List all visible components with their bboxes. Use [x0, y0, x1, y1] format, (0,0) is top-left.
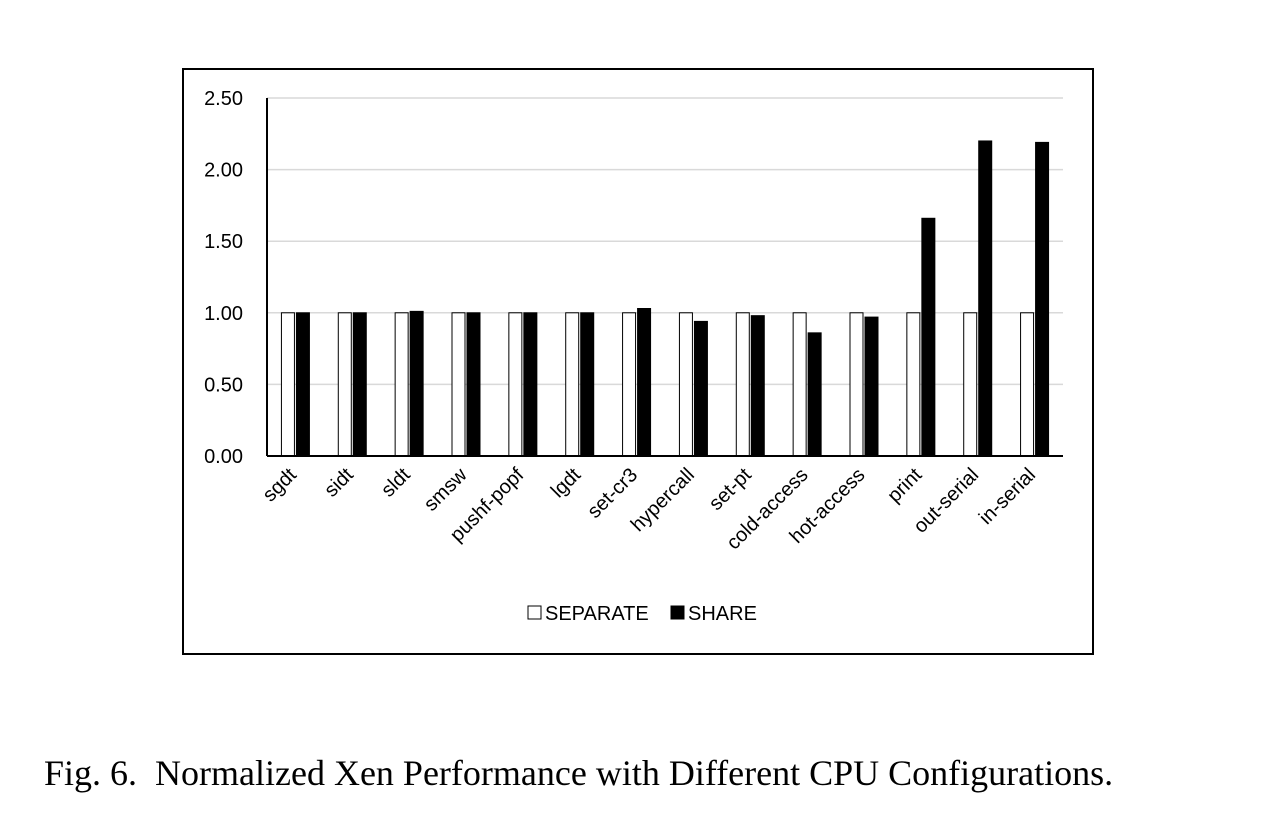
bar-separate [849, 312, 864, 457]
x-tick-label: sgdt [259, 464, 302, 507]
figure-caption: Fig. 6. Normalized Xen Performance with … [44, 752, 1264, 794]
y-tick-label: 1.00 [204, 303, 243, 325]
y-tick-label: 2.00 [204, 160, 243, 182]
bar-separate [792, 312, 807, 457]
legend-item-share-swatch [670, 605, 685, 620]
bar-separate [508, 312, 523, 457]
caption-label: Fig. 6. [44, 753, 138, 793]
gridlines [267, 97, 1063, 386]
bar-share [807, 332, 822, 457]
x-tick-label: lgdt [547, 464, 586, 503]
bar-share [352, 312, 367, 457]
y-tick-label: 2.50 [204, 88, 243, 110]
bar-separate [1020, 312, 1035, 457]
x-tick-label: hypercall [627, 464, 699, 536]
chart-frame [182, 68, 1094, 655]
caption-text: Normalized Xen Performance with Differen… [155, 753, 1114, 793]
bar-share [1035, 141, 1050, 457]
bar-separate [280, 312, 295, 457]
bar-share [637, 308, 652, 457]
bar-share [864, 316, 879, 457]
x-tick-label: sldt [377, 464, 415, 502]
x-tick-label: in-serial [975, 464, 1040, 529]
bars [280, 140, 1050, 457]
bar-share [693, 320, 708, 457]
legend-item-share-label: SHARE [688, 603, 757, 625]
y-tick-label: 0.50 [204, 374, 243, 396]
bar-share [750, 315, 765, 457]
bar-separate [735, 312, 750, 457]
legend: SEPARATE SHARE [527, 603, 757, 625]
bar-share [466, 312, 481, 457]
bar-separate [906, 312, 921, 457]
bar-share [921, 217, 936, 457]
bar-separate [565, 312, 580, 457]
legend-item-separate-swatch [527, 605, 542, 620]
y-tick-label: 0.00 [204, 446, 243, 468]
bar-separate [394, 312, 409, 457]
bar-share [295, 312, 310, 457]
bar-share [580, 312, 595, 457]
axes [266, 98, 1063, 457]
bar-separate [337, 312, 352, 457]
bar-separate [678, 312, 693, 457]
bar-separate [451, 312, 466, 457]
bar-separate [963, 312, 978, 457]
x-tick-label: smsw [420, 464, 472, 516]
bar-share [409, 310, 424, 457]
bar-share [978, 140, 993, 457]
x-tick-label: set-pt [705, 464, 756, 515]
x-tick-label: print [883, 464, 926, 507]
bar-share [523, 312, 538, 457]
bar-chart: 0.00 0.50 1.00 1.50 2.00 2.50 sgdt sidt sldt sms… [182, 68, 1094, 655]
bar-separate [622, 312, 637, 457]
y-tick-label: 1.50 [204, 231, 243, 253]
legend-item-separate-label: SEPARATE [545, 603, 649, 625]
y-tick-labels: 0.00 0.50 1.00 1.50 2.00 2.50 [204, 88, 243, 468]
x-tick-label: sidt [320, 464, 358, 502]
